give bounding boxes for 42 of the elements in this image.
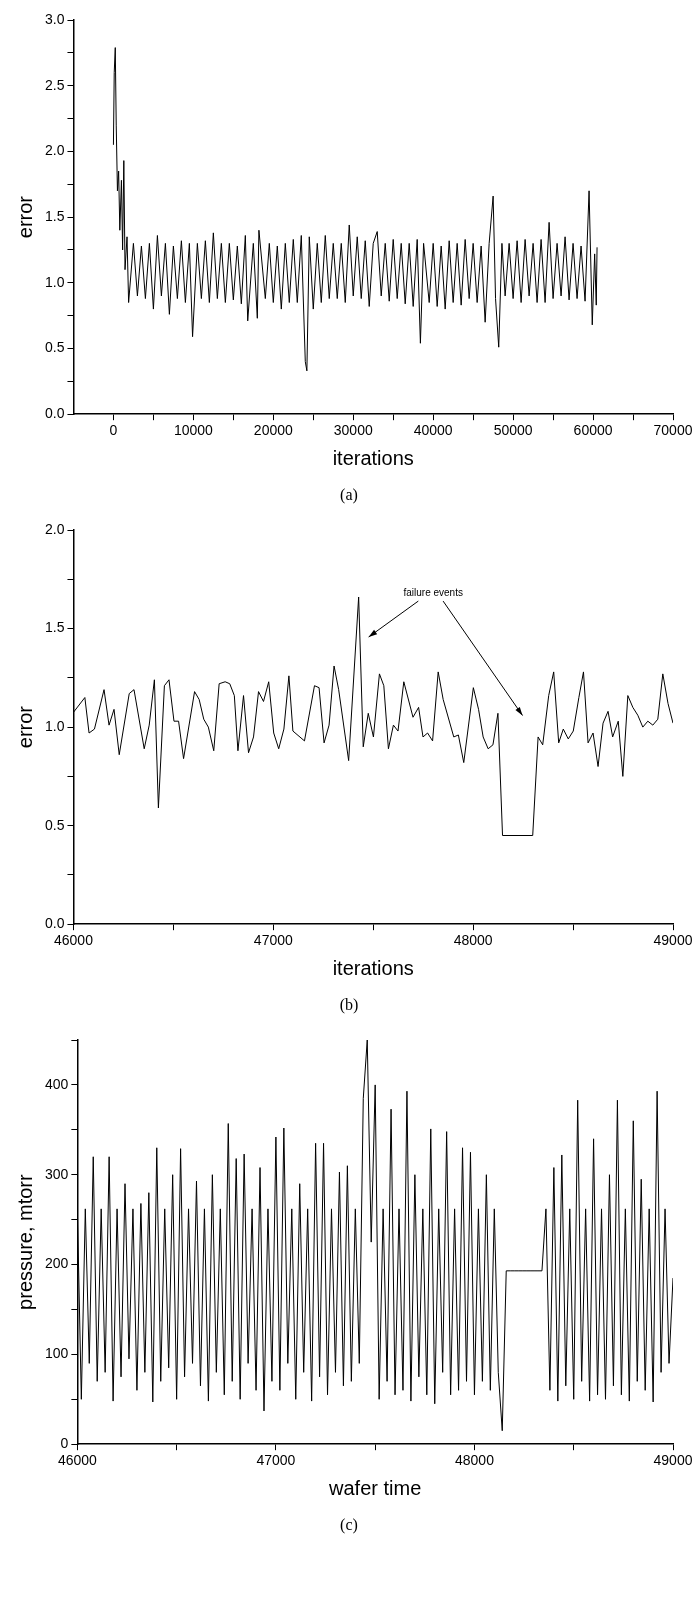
x-tick-label: 0 <box>109 422 118 439</box>
x-tick-label: 46000 <box>57 1452 98 1469</box>
y-tick-label: 2.5 <box>44 76 65 93</box>
x-tick-label: 60000 <box>573 422 613 439</box>
y-tick-label: 0 <box>60 1435 69 1452</box>
x-axis-title: iterations <box>332 956 414 979</box>
x-tick-label: 40000 <box>413 422 453 439</box>
x-axis-title: wafer time <box>328 1476 422 1499</box>
x-tick-label: 47000 <box>253 932 293 949</box>
y-tick-label: 100 <box>45 1345 69 1362</box>
y-tick-label: 0.0 <box>44 915 65 932</box>
x-tick-label: 47000 <box>256 1452 296 1469</box>
y-tick-label: 400 <box>45 1075 69 1092</box>
x-tick-label: 30000 <box>333 422 373 439</box>
y-tick-label: 3.0 <box>44 10 65 27</box>
y-tick-label: 1.0 <box>44 717 65 734</box>
x-tick-label: 48000 <box>453 932 493 949</box>
y-tick-label: 0.5 <box>44 339 65 356</box>
y-tick-label: 2.0 <box>44 520 65 537</box>
y-tick-label: 1.5 <box>44 619 65 636</box>
y-tick-label: 300 <box>45 1165 69 1182</box>
annotation: failure events <box>403 586 463 598</box>
y-tick-label: 200 <box>45 1255 69 1272</box>
y-tick-label: 1.0 <box>44 273 65 290</box>
y-axis-title: error <box>13 195 36 239</box>
text: (a) <box>339 485 359 506</box>
x-tick-label: 46000 <box>53 932 94 949</box>
x-tick-label: 48000 <box>454 1452 495 1469</box>
x-tick-label: 20000 <box>253 422 293 439</box>
y-tick-label: 0.5 <box>44 816 65 833</box>
y-axis-title: error <box>13 705 36 749</box>
x-tick-label: 10000 <box>173 422 214 439</box>
x-tick-label: 70000 <box>653 422 693 439</box>
text: (b) <box>338 995 360 1016</box>
x-axis-title: iterations <box>332 446 414 469</box>
x-tick-label: 49000 <box>653 1452 693 1469</box>
x-tick-label: 50000 <box>493 422 533 439</box>
text: (c) <box>339 1515 359 1536</box>
y-tick-label: 2.0 <box>44 142 65 159</box>
x-tick-label: 49000 <box>653 932 693 949</box>
y-axis-title: pressure, mtorr <box>13 1173 36 1310</box>
y-tick-label: 1.5 <box>44 207 65 224</box>
